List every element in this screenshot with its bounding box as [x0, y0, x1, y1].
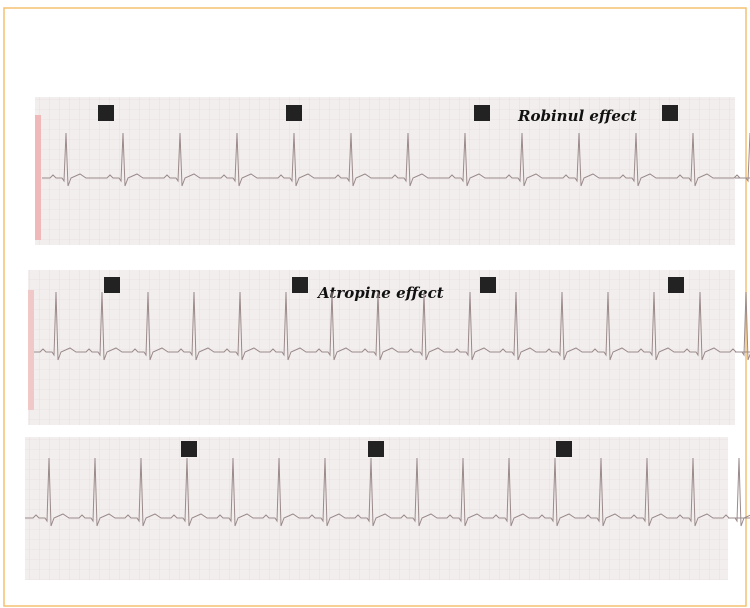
ecg-strip — [25, 437, 728, 580]
marker — [662, 105, 678, 121]
marker — [292, 277, 308, 293]
marker — [668, 277, 684, 293]
page: Robinul effect Atropine effect (() => { … — [0, 0, 750, 608]
marker — [556, 441, 572, 457]
strip-edge — [35, 115, 41, 240]
marker — [181, 441, 197, 457]
annotation: Robinul effect — [517, 107, 637, 125]
marker — [480, 277, 496, 293]
marker — [104, 277, 120, 293]
marker — [286, 105, 302, 121]
marker — [474, 105, 490, 121]
marker — [368, 441, 384, 457]
figure: Robinul effect Atropine effect — [0, 0, 750, 608]
marker — [98, 105, 114, 121]
strip-edge — [28, 290, 34, 410]
